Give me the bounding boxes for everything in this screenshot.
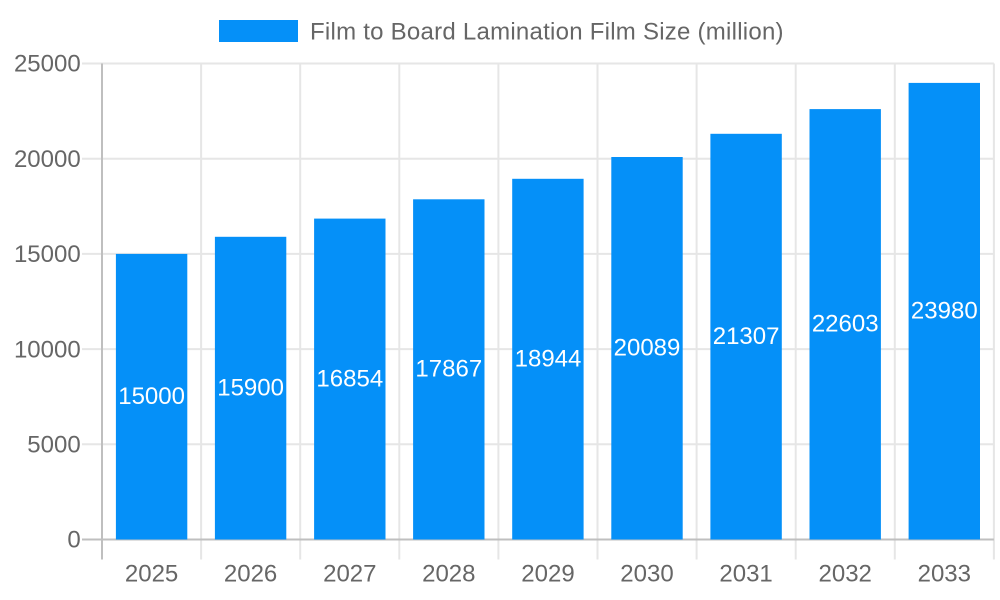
svg-text:25000: 25000 [14, 51, 81, 78]
svg-text:2033: 2033 [918, 560, 971, 587]
svg-text:17867: 17867 [415, 356, 482, 383]
svg-text:21307: 21307 [713, 323, 780, 350]
svg-text:2028: 2028 [422, 560, 475, 587]
svg-text:23980: 23980 [911, 298, 978, 325]
svg-text:2032: 2032 [819, 560, 872, 587]
svg-text:0: 0 [67, 527, 80, 554]
svg-text:2030: 2030 [620, 560, 673, 587]
svg-text:5000: 5000 [27, 432, 80, 459]
svg-text:10000: 10000 [14, 336, 81, 363]
svg-text:2026: 2026 [224, 560, 277, 587]
svg-text:20089: 20089 [614, 335, 681, 362]
svg-text:15000: 15000 [14, 241, 81, 268]
svg-text:15000: 15000 [118, 383, 185, 410]
svg-text:20000: 20000 [14, 146, 81, 173]
svg-text:15900: 15900 [217, 374, 284, 401]
svg-text:2027: 2027 [323, 560, 376, 587]
svg-text:16854: 16854 [316, 365, 383, 392]
svg-text:2031: 2031 [719, 560, 772, 587]
svg-text:2029: 2029 [521, 560, 574, 587]
svg-text:2025: 2025 [125, 560, 178, 587]
svg-text:Film to Board Lamination Film: Film to Board Lamination Film Size (mill… [310, 19, 784, 46]
svg-text:22603: 22603 [812, 311, 879, 338]
svg-text:18944: 18944 [515, 346, 582, 373]
